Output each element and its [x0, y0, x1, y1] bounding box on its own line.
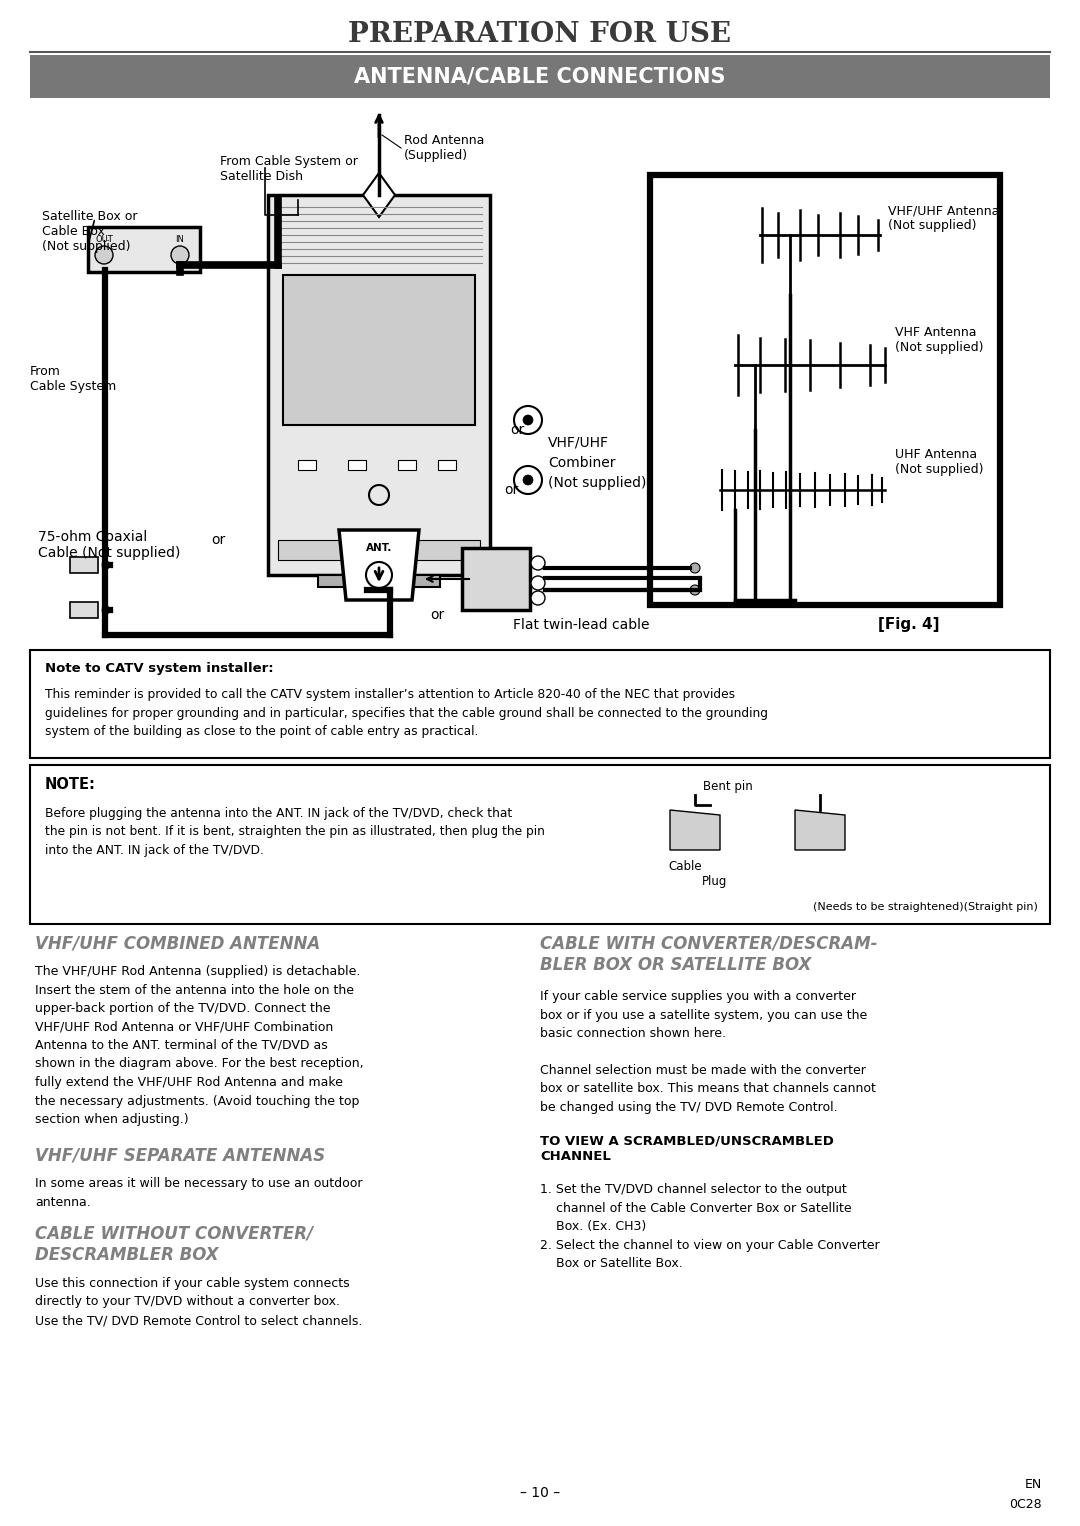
Text: The VHF/UHF Rod Antenna (supplied) is detachable.
Insert the stem of the antenna: The VHF/UHF Rod Antenna (supplied) is de…: [35, 964, 364, 1126]
Text: CABLE WITHOUT CONVERTER/
DESCRAMBLER BOX: CABLE WITHOUT CONVERTER/ DESCRAMBLER BOX: [35, 1225, 313, 1264]
Circle shape: [171, 246, 189, 264]
Bar: [399, 459, 416, 470]
Text: ANTENNA/CABLE CONNECTIONS: ANTENNA/CABLE CONNECTIONS: [354, 67, 726, 87]
Text: Note to CATV system installer:: Note to CATV system installer:: [45, 662, 273, 674]
Text: UHF Antenna
(Not supplied): UHF Antenna (Not supplied): [895, 449, 984, 476]
Text: Combiner: Combiner: [548, 456, 616, 470]
Circle shape: [514, 406, 542, 433]
Bar: [70, 601, 98, 618]
Text: Cable: Cable: [669, 861, 702, 873]
Text: 0C28: 0C28: [1010, 1499, 1042, 1511]
Circle shape: [366, 562, 392, 588]
Circle shape: [102, 606, 110, 613]
Text: IN: IN: [176, 235, 185, 244]
Text: From Cable System or
Satellite Dish: From Cable System or Satellite Dish: [220, 156, 357, 183]
Bar: [87, 227, 200, 272]
Text: 1. Set the TV/DVD channel selector to the output
    channel of the Cable Conver: 1. Set the TV/DVD channel selector to th…: [540, 1183, 879, 1270]
Text: TO VIEW A SCRAMBLED/UNSCRAMBLED
CHANNEL: TO VIEW A SCRAMBLED/UNSCRAMBLED CHANNEL: [540, 1135, 834, 1163]
Circle shape: [531, 555, 545, 571]
Text: (Needs to be straightened)(Straight pin): (Needs to be straightened)(Straight pin): [813, 902, 1038, 913]
Polygon shape: [363, 172, 395, 217]
Bar: [318, 575, 440, 588]
Text: EN: EN: [1025, 1479, 1042, 1491]
Text: [Fig. 4]: [Fig. 4]: [878, 618, 940, 632]
Circle shape: [523, 475, 534, 485]
Text: Bent pin: Bent pin: [703, 780, 753, 794]
Text: or: or: [211, 533, 225, 546]
Text: If your cable service supplies you with a converter
box or if you use a satellit: If your cable service supplies you with …: [540, 990, 876, 1114]
Circle shape: [95, 246, 113, 264]
Text: Plug: Plug: [702, 874, 728, 888]
Circle shape: [531, 591, 545, 604]
Text: From
Cable System: From Cable System: [30, 365, 117, 394]
Bar: [348, 459, 366, 470]
Text: ANT.: ANT.: [366, 543, 392, 552]
Text: or: or: [510, 423, 524, 436]
Circle shape: [690, 563, 700, 572]
Circle shape: [102, 562, 110, 569]
Polygon shape: [670, 810, 720, 850]
Text: Use this connection if your cable system connects
directly to your TV/DVD withou: Use this connection if your cable system…: [35, 1277, 363, 1328]
Circle shape: [514, 465, 542, 494]
Text: (Not supplied): (Not supplied): [548, 476, 646, 490]
Circle shape: [523, 415, 534, 426]
Bar: [30, 650, 1050, 758]
Bar: [283, 275, 475, 426]
Polygon shape: [795, 810, 845, 850]
Text: Rod Antenna
(Supplied): Rod Antenna (Supplied): [404, 134, 484, 162]
Text: VHF Antenna
(Not supplied): VHF Antenna (Not supplied): [895, 327, 984, 354]
Bar: [278, 540, 480, 560]
Text: VHF/UHF: VHF/UHF: [548, 436, 609, 450]
Text: Flat twin-lead cable: Flat twin-lead cable: [513, 618, 649, 632]
Polygon shape: [339, 530, 419, 600]
Text: VHF/UHF Antenna
(Not supplied): VHF/UHF Antenna (Not supplied): [888, 204, 999, 232]
Text: VHF/UHF SEPARATE ANTENNAS: VHF/UHF SEPARATE ANTENNAS: [35, 1148, 325, 1164]
Circle shape: [690, 584, 700, 595]
Bar: [650, 175, 1000, 604]
Bar: [70, 557, 98, 572]
Text: Satellite Box or
Cable Box
(Not supplied): Satellite Box or Cable Box (Not supplied…: [42, 211, 137, 253]
Text: Before plugging the antenna into the ANT. IN jack of the TV/DVD, check that
the : Before plugging the antenna into the ANT…: [45, 807, 545, 858]
Bar: [30, 765, 1050, 925]
Bar: [268, 195, 490, 575]
Text: In some areas it will be necessary to use an outdoor
antenna.: In some areas it will be necessary to us…: [35, 1177, 363, 1209]
Bar: [298, 459, 316, 470]
Text: PREPARATION FOR USE: PREPARATION FOR USE: [349, 21, 731, 49]
Text: 75-ohm Coaxial
Cable (Not supplied): 75-ohm Coaxial Cable (Not supplied): [38, 530, 180, 560]
Text: This reminder is provided to call the CATV system installer’s attention to Artic: This reminder is provided to call the CA…: [45, 688, 768, 739]
Text: or: or: [504, 484, 518, 497]
Text: – 10 –: – 10 –: [519, 1486, 561, 1500]
Text: VHF/UHF COMBINED ANTENNA: VHF/UHF COMBINED ANTENNA: [35, 935, 321, 954]
Bar: [462, 548, 530, 610]
Text: OUT: OUT: [95, 235, 113, 244]
Bar: [438, 459, 456, 470]
Circle shape: [531, 575, 545, 591]
Text: NOTE:: NOTE:: [45, 777, 96, 792]
Bar: [30, 55, 1050, 98]
Text: or: or: [430, 607, 444, 623]
Text: CABLE WITH CONVERTER/DESCRAM-
BLER BOX OR SATELLITE BOX: CABLE WITH CONVERTER/DESCRAM- BLER BOX O…: [540, 935, 877, 974]
